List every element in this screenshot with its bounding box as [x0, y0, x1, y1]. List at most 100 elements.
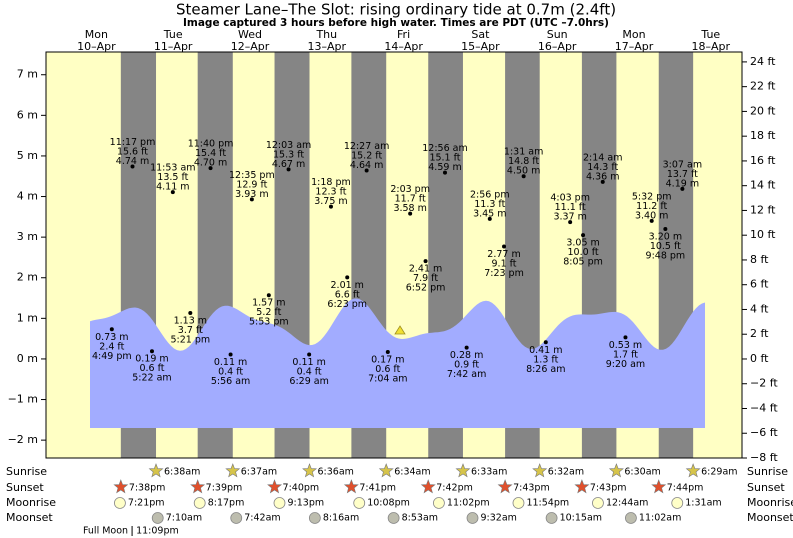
moonset-icon	[308, 512, 321, 524]
moonrise-time: 12:44am	[606, 498, 648, 509]
sunset-time: 7:39pm	[206, 483, 243, 494]
tide-label: 15.6 ft	[117, 146, 148, 157]
tide-point	[170, 190, 175, 195]
tide-label: 15.3 ft	[273, 149, 304, 160]
moonrise-time: 8:17pm	[208, 498, 245, 509]
tide-label: 7.9 ft	[413, 273, 438, 284]
tide-point	[328, 204, 333, 209]
sunset-icon	[420, 479, 436, 494]
tide-label: 3.45 m	[473, 208, 506, 219]
sunset-icon	[574, 479, 590, 494]
moonset-time: 10:15am	[560, 513, 602, 524]
tide-point	[109, 327, 114, 332]
sunrise-time: 6:29am	[701, 467, 737, 478]
moonrise-icon	[433, 497, 445, 509]
plot-border	[45, 51, 743, 459]
tide-point	[487, 216, 492, 221]
y2-tick-label: 12 ft	[750, 203, 776, 216]
sunset-icon	[497, 479, 513, 494]
tide-point	[307, 352, 312, 357]
tide-point	[568, 220, 573, 225]
tide-label: 14.8 ft	[508, 156, 539, 167]
tide-label: 15.2 ft	[351, 151, 382, 162]
row-label: Sunset	[6, 481, 44, 494]
weekday-label: Fri	[397, 28, 410, 41]
tide-label: 11:53 am	[150, 163, 195, 174]
sunset-time: 7:38pm	[129, 483, 166, 494]
tide-label: 3:07 am	[663, 159, 702, 170]
date-label: 14–Apr	[384, 40, 423, 53]
tide-label: 0.4 ft	[218, 366, 243, 377]
tide-label: 13.7 ft	[667, 169, 698, 180]
tide-label: 1.3 ft	[533, 354, 558, 365]
tide-label: 11.2 ft	[636, 201, 667, 212]
tide-label: 5.2 ft	[256, 307, 281, 318]
weekday-label: Wed	[238, 28, 262, 41]
row-label: Moonset	[747, 511, 793, 524]
tide-label: 6:29 am	[289, 376, 328, 387]
moonset-icon	[387, 512, 400, 524]
y2-tick-label: −2 ft	[750, 377, 778, 390]
y2-tick-label: 8 ft	[750, 253, 769, 266]
tide-label: 2:56 pm	[470, 189, 510, 200]
tide-label: 0.41 m	[529, 345, 562, 356]
sunrise-time: 6:36am	[318, 467, 354, 478]
y2-tick-label: 14 ft	[750, 179, 776, 192]
weekday-label: Mon	[622, 28, 645, 41]
chart-title: Steamer Lane–The Slot: rising ordinary t…	[176, 1, 616, 19]
y2-tick-label: 24 ft	[750, 55, 776, 68]
date-label: 10–Apr	[77, 40, 116, 53]
row-label: Moonrise	[6, 496, 56, 509]
y-tick-label: 3 m	[17, 230, 38, 243]
moonset-time: 7:10am	[166, 513, 202, 524]
y-tick-label: 1 m	[17, 311, 38, 324]
moonset-icon	[230, 512, 243, 524]
tide-label: 11:40 pm	[188, 139, 234, 150]
date-label: 13–Apr	[308, 40, 347, 53]
y-tick-label: 0 m	[17, 352, 38, 365]
sunrise-icon	[378, 463, 394, 478]
sunset-icon	[267, 479, 283, 494]
moonset-time: 7:42am	[244, 513, 280, 524]
moonset-time: 8:16am	[323, 513, 359, 524]
moonrise-icon	[353, 497, 366, 509]
tide-point	[600, 179, 605, 184]
tide-label: 1.7 ft	[613, 349, 638, 360]
date-label: 17–Apr	[615, 40, 654, 53]
tide-label: 6:23 pm	[327, 299, 367, 310]
tide-point	[442, 170, 447, 175]
tide-label: 0.11 m	[214, 357, 247, 368]
tide-label: 2.4 ft	[99, 341, 124, 352]
tide-point	[663, 227, 668, 232]
tide-label: 2:14 am	[583, 152, 622, 163]
sunset-icon	[113, 479, 129, 494]
tide-label: 6.6 ft	[335, 289, 360, 300]
tide-label: 11.7 ft	[395, 194, 426, 205]
sunset-icon	[190, 479, 206, 494]
date-label: 16–Apr	[538, 40, 577, 53]
sunrise-icon	[302, 463, 318, 478]
weekday-label: Tue	[700, 28, 720, 41]
tide-label: 1.13 m	[174, 316, 207, 327]
y-tick-label: 7 m	[17, 68, 38, 81]
tide-label: 9:48 pm	[646, 251, 686, 262]
sunrise-time: 6:33am	[471, 467, 507, 478]
date-label: 15–Apr	[461, 40, 500, 53]
capture-marker	[394, 325, 406, 335]
tide-label: 13.5 ft	[157, 172, 188, 183]
y2-tick-label: 22 ft	[750, 80, 776, 93]
tide-label: 9:20 am	[606, 359, 645, 370]
sunrise-icon	[455, 463, 471, 478]
moonset-time: 8:53am	[402, 513, 438, 524]
weekday-label: Thu	[315, 28, 337, 41]
tide-label: 1:18 pm	[311, 177, 351, 188]
tide-point	[543, 340, 548, 345]
tide-label: 11.1 ft	[555, 202, 586, 213]
sunset-time: 7:43pm	[590, 483, 627, 494]
moonrise-time: 11:02pm	[447, 498, 490, 509]
weekday-label: Sun	[547, 28, 568, 41]
tide-label: 1:31 am	[504, 147, 543, 158]
moonrise-time: 11:54pm	[526, 498, 569, 509]
tide-label: 2.41 m	[409, 264, 442, 275]
sunset-time: 7:43pm	[513, 483, 550, 494]
